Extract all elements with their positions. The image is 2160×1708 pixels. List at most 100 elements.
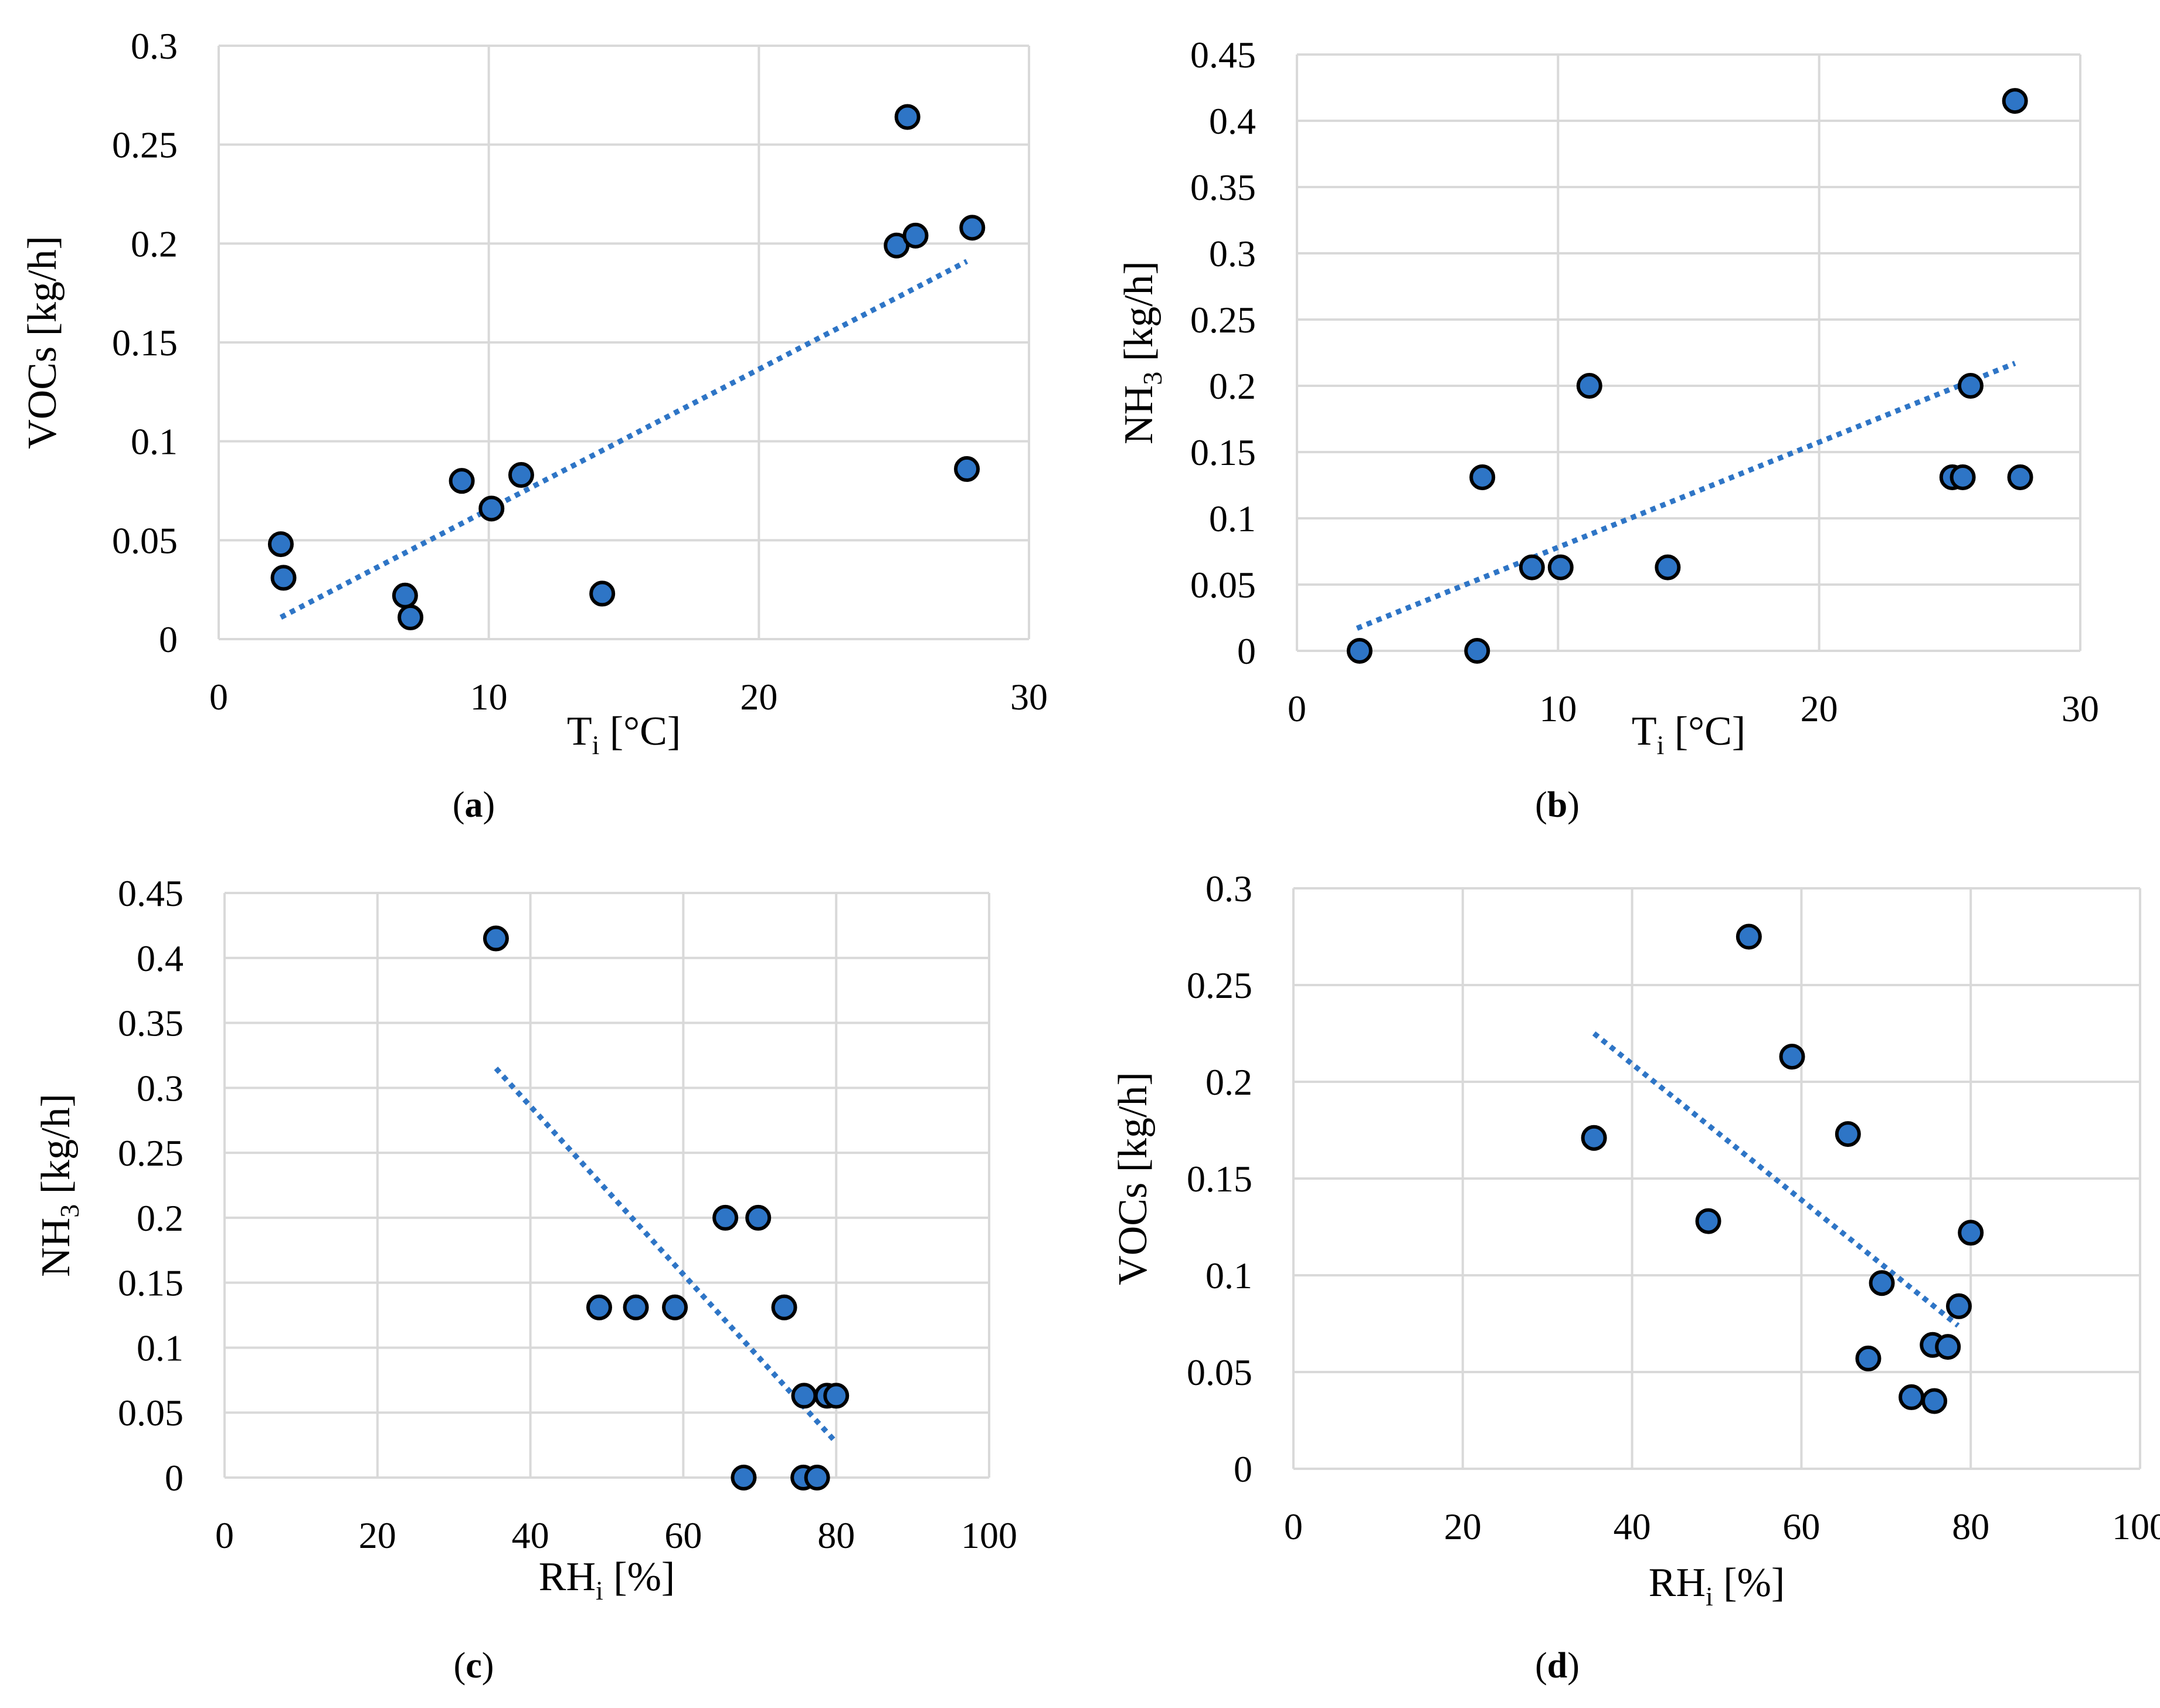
data-point — [392, 582, 418, 609]
y-tick-label: 0.1 — [137, 1327, 184, 1369]
y-tick-label: 0.45 — [1190, 34, 1256, 76]
data-point — [1935, 1334, 1961, 1360]
x-tick-label: 30 — [1010, 676, 1048, 718]
x-tick-label: 100 — [2112, 1506, 2160, 1547]
y-tick-label: 0.1 — [1205, 1255, 1252, 1296]
data-point — [589, 580, 616, 607]
data-point — [823, 1383, 850, 1409]
chart-a: 0 10 20 30 0 0.05 0.1 0.15 0.2 0.25 0.3 Ti [°C] VOCs… — [20, 25, 1048, 760]
data-point — [1835, 1121, 1861, 1147]
y-axis-label: VOCs [kg/h] — [1110, 1072, 1156, 1285]
y-tick-label: 0.3 — [1205, 868, 1252, 909]
data-point — [483, 925, 509, 952]
x-tick-label: 20 — [1801, 688, 1838, 729]
trendline — [1592, 1031, 1960, 1328]
data-point — [894, 104, 921, 130]
data-point — [398, 604, 424, 630]
y-tick-label: 0.25 — [1187, 965, 1252, 1006]
data-point — [1346, 638, 1373, 664]
x-tick-label: 60 — [1782, 1506, 1820, 1547]
data-point — [1655, 554, 1681, 580]
y-tick-label: 0.2 — [131, 223, 178, 264]
y-tick-label: 0.4 — [137, 938, 184, 979]
y-tick-label: 0.25 — [118, 1132, 184, 1174]
data-point — [1957, 373, 1984, 399]
y-tick-label: 0.2 — [1205, 1061, 1252, 1103]
x-tick-label: 10 — [470, 676, 508, 718]
data-point — [954, 456, 980, 482]
data-point — [1921, 1388, 1948, 1414]
data-point — [1519, 554, 1545, 580]
chart-b: 0 10 20 30 0 0.05 0.1 0.15 0.2 0.25 0.3 0.35 0.4 0.45… — [1116, 34, 2099, 760]
trendline — [494, 1067, 838, 1445]
data-point — [1950, 464, 1976, 490]
data-point — [712, 1204, 739, 1231]
x-tick-label: 80 — [1952, 1506, 1989, 1547]
x-tick-label: 20 — [740, 676, 777, 718]
y-tick-label: 0 — [1234, 1448, 1252, 1490]
data-point — [1464, 638, 1490, 664]
data-point — [270, 565, 297, 591]
y-tick-label: 0.15 — [118, 1262, 184, 1304]
y-tick-label: 0.2 — [137, 1197, 184, 1239]
x-axis-label: RHi [%] — [1649, 1560, 1785, 1611]
x-tick-label: 40 — [1614, 1506, 1651, 1547]
x-tick-label: 10 — [1539, 688, 1577, 729]
y-tick-label: 0.25 — [1190, 299, 1256, 341]
y-tick-label: 0.1 — [1209, 498, 1256, 539]
y-tick-label: 0.05 — [112, 519, 178, 561]
y-tick-label: 0.1 — [131, 421, 178, 463]
y-tick-label: 0.3 — [1209, 233, 1256, 274]
y-tick-label: 0.05 — [1190, 564, 1256, 606]
data-point — [586, 1294, 612, 1320]
x-tick-label: 0 — [209, 676, 228, 718]
y-tick-label: 0.05 — [118, 1392, 184, 1434]
data-point — [623, 1294, 649, 1320]
x-tick-label: 20 — [1444, 1506, 1482, 1547]
panel-caption-c: (c) — [453, 1646, 494, 1686]
data-point — [1899, 1384, 1925, 1410]
trendline — [1356, 361, 2016, 631]
y-tick-label: 0.3 — [131, 25, 178, 67]
data-point — [1869, 1270, 1895, 1296]
y-tick-label: 0.15 — [1190, 432, 1256, 473]
data-point — [2002, 88, 2028, 114]
data-point — [267, 531, 294, 558]
data-point — [2007, 464, 2033, 490]
x-tick-label: 0 — [1288, 688, 1306, 729]
y-tick-label: 0.35 — [118, 1003, 184, 1044]
data-point — [1469, 464, 1496, 490]
y-tick-label: 0.15 — [1187, 1158, 1252, 1200]
x-axis-label: Ti [°C] — [567, 709, 681, 760]
x-tick-label: 60 — [664, 1515, 702, 1556]
x-tick-label: 20 — [359, 1515, 396, 1556]
data-point — [1736, 923, 1762, 950]
x-tick-label: 80 — [817, 1515, 855, 1556]
y-tick-label: 0.2 — [1209, 365, 1256, 407]
y-tick-label: 0 — [1237, 630, 1256, 672]
x-tick-label: 100 — [961, 1515, 1017, 1556]
chart-d: 0 20 40 60 80 100 0 0.05 0.1 0.15 0.2 0.25 0.3 RHi [%… — [1110, 868, 2160, 1611]
data-point — [804, 1465, 830, 1490]
trendline — [279, 259, 969, 620]
data-point — [1547, 554, 1574, 580]
panel-caption-d: (d) — [1535, 1646, 1580, 1686]
data-point — [1945, 1293, 1972, 1319]
x-tick-label: 40 — [512, 1515, 549, 1556]
panel-caption-b: (b) — [1535, 785, 1580, 825]
data-point — [1855, 1345, 1881, 1371]
y-tick-label: 0.35 — [1190, 167, 1256, 208]
x-tick-label: 0 — [1284, 1506, 1303, 1547]
chart-c: 0 20 40 60 80 100 0 0.05 0.1 0.15 0.2 0.25 0.3 0.35 0.… — [33, 872, 1017, 1605]
data-point — [1576, 373, 1602, 399]
y-axis-label: NH3 [kg/h] — [33, 1094, 84, 1277]
x-axis-label: RHi [%] — [539, 1554, 675, 1605]
data-point — [1958, 1220, 1984, 1246]
data-point — [959, 215, 986, 241]
data-point — [1581, 1125, 1607, 1151]
data-point — [771, 1294, 797, 1320]
data-point — [902, 222, 929, 249]
data-point — [1779, 1044, 1805, 1070]
panel-caption-a: (a) — [452, 785, 495, 825]
y-tick-label: 0 — [159, 619, 178, 660]
